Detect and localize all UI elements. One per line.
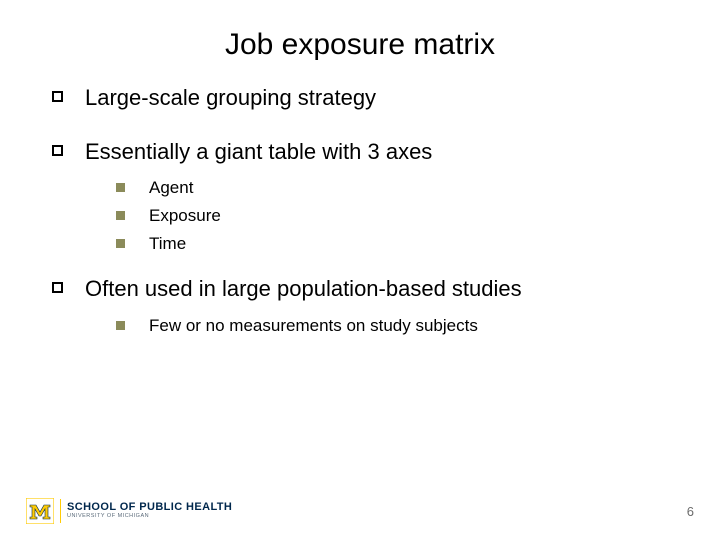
page-number: 6 [687,504,694,519]
umich-sph-logo: SCHOOL OF PUBLIC HEALTH UNIVERSITY OF MI… [26,498,232,524]
sub-bullet-item: Few or no measurements on study subjects [116,315,672,337]
filled-square-icon [116,211,125,220]
slide-footer: SCHOOL OF PUBLIC HEALTH UNIVERSITY OF MI… [26,498,694,524]
bullet-text: Large-scale grouping strategy [85,84,376,112]
logo-divider [60,499,61,523]
bullet-text: Essentially a giant table with 3 axes [85,138,432,166]
sub-bullet-item: Exposure [116,205,672,227]
hollow-square-icon [52,91,63,102]
sub-bullet-text: Agent [149,177,193,199]
sub-bullet-text: Few or no measurements on study subjects [149,315,478,337]
sub-bullet-group: Few or no measurements on study subjects [116,315,672,337]
sub-bullet-item: Time [116,233,672,255]
bullet-text: Often used in large population-based stu… [85,275,522,303]
sub-bullet-text: Exposure [149,205,221,227]
hollow-square-icon [52,282,63,293]
filled-square-icon [116,183,125,192]
block-m-icon [26,498,54,524]
bullet-item: Essentially a giant table with 3 axes [52,138,672,166]
bullet-item: Often used in large population-based stu… [52,275,672,303]
logo-university-name: UNIVERSITY OF MICHIGAN [67,514,232,520]
filled-square-icon [116,321,125,330]
hollow-square-icon [52,145,63,156]
logo-text: SCHOOL OF PUBLIC HEALTH UNIVERSITY OF MI… [67,502,232,520]
sub-bullet-text: Time [149,233,186,255]
sub-bullet-item: Agent [116,177,672,199]
slide-title: Job exposure matrix [48,28,672,62]
bullet-item: Large-scale grouping strategy [52,84,672,112]
sub-bullet-group: Agent Exposure Time [116,177,672,255]
filled-square-icon [116,239,125,248]
logo-school-name: SCHOOL OF PUBLIC HEALTH [67,502,232,513]
slide: Job exposure matrix Large-scale grouping… [0,0,720,540]
